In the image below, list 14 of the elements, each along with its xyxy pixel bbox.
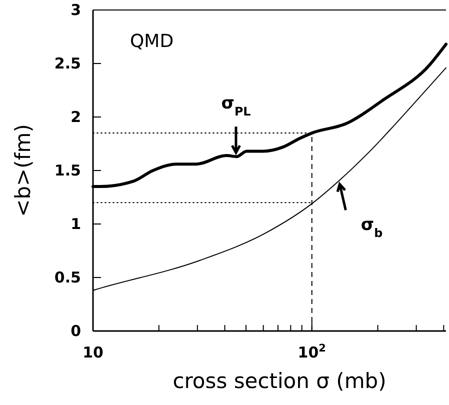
y-tick-label: 1 <box>70 214 81 233</box>
annotation: QMD <box>130 31 174 52</box>
y-axis-title: <b>(fm) <box>11 124 35 217</box>
x-tick-label: 10$^{2}$ <box>298 342 326 362</box>
x-axis-title: cross section σ (mb) <box>172 369 386 393</box>
annotation: σ$_{PL}$ <box>221 94 252 119</box>
y-tick-label: 3 <box>70 0 81 19</box>
x-tick-label: 10 <box>82 344 104 362</box>
y-tick-label: 0 <box>70 322 81 340</box>
y-tick-label: 2 <box>70 108 81 126</box>
y-tick-label: 0.5 <box>54 268 81 286</box>
y-tick-label: 2.5 <box>54 54 81 72</box>
annotation: σ$_{b}$ <box>360 215 383 240</box>
y-tick-label: 1.5 <box>54 161 81 180</box>
